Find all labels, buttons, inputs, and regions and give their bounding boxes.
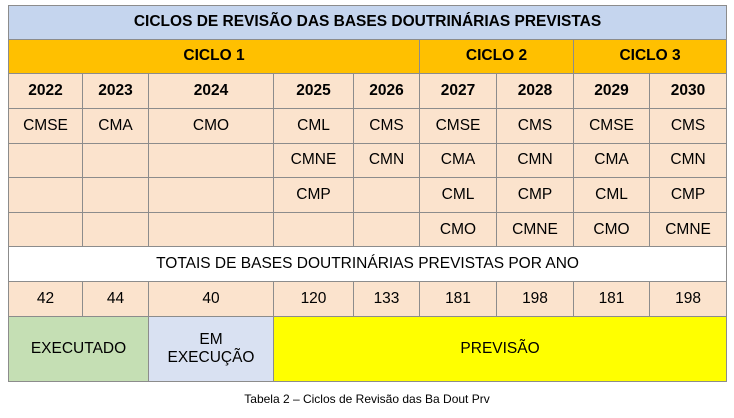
total-cell: 181 [573, 281, 650, 317]
base-cell [148, 177, 274, 213]
base-cell [273, 211, 354, 248]
base-cell: CMS [648, 107, 728, 144]
base-cell: CMA [82, 107, 149, 144]
base-cell: CMN [648, 142, 728, 179]
base-cell [148, 211, 274, 248]
base-cell [82, 211, 149, 248]
base-cell: CMO [419, 211, 497, 248]
year-2022: 2022 [8, 73, 83, 109]
base-cell: CML [273, 107, 354, 144]
base-cell: CML [573, 177, 650, 213]
base-cell [353, 211, 420, 248]
base-cell [82, 142, 149, 179]
status-row: EXECUTADO EM EXECUÇÃO PREVISÃO [8, 315, 728, 383]
year-2025: 2025 [273, 73, 354, 109]
base-cell: CMP [648, 177, 728, 213]
cycle-1-header: CICLO 1 [8, 38, 420, 75]
doctrinal-bases-table: CICLOS DE REVISÃO DAS BASES DOUTRINÁRIAS… [7, 5, 728, 383]
total-cell: 198 [648, 281, 728, 317]
base-cell: CMA [419, 142, 497, 179]
base-cell: CMSE [419, 107, 497, 144]
table-title: CICLOS DE REVISÃO DAS BASES DOUTRINÁRIAS… [7, 5, 728, 40]
year-2028: 2028 [496, 73, 574, 109]
base-cell: CMN [353, 142, 420, 179]
base-cell: CML [419, 177, 497, 213]
table-row: CMNE CMN CMA CMN CMA CMN [8, 142, 728, 179]
base-cell: CMN [496, 142, 574, 179]
total-cell: 42 [8, 281, 83, 317]
base-cell: CMO [573, 211, 650, 248]
base-cell: CMSE [8, 107, 83, 144]
total-cell: 44 [82, 281, 149, 317]
year-2027: 2027 [419, 73, 497, 109]
base-cell [8, 211, 83, 248]
base-cell [353, 177, 420, 213]
table-caption: Tabela 2 – Ciclos de Revisão das Ba Dout… [244, 392, 490, 406]
base-cell: CMNE [273, 142, 354, 179]
total-cell: 198 [496, 281, 574, 317]
base-cell: CMS [353, 107, 420, 144]
table-row: CMO CMNE CMO CMNE [8, 211, 728, 248]
cycle-3-header: CICLO 3 [572, 38, 728, 75]
totals-row: 42 44 40 120 133 181 198 181 198 [8, 281, 728, 317]
status-forecast: PREVISÃO [272, 315, 728, 383]
base-cell: CMP [273, 177, 354, 213]
table-row: CMP CML CMP CML CMP [8, 177, 728, 213]
year-2030: 2030 [648, 73, 728, 109]
year-2029: 2029 [573, 73, 650, 109]
cycle-2-header: CICLO 2 [419, 38, 574, 75]
total-cell: 120 [273, 281, 354, 317]
year-header-row: 2022 2023 2024 2025 2026 2027 2028 2029 … [8, 73, 728, 109]
base-cell [8, 177, 83, 213]
base-cell [8, 142, 83, 179]
base-cell: CMNE [648, 211, 728, 248]
base-cell: CMS [496, 107, 574, 144]
total-cell: 40 [148, 281, 274, 317]
status-in-progress-line1: EM [199, 330, 223, 348]
status-in-progress: EM EXECUÇÃO [148, 315, 274, 383]
base-cell [82, 177, 149, 213]
table-row: CMSE CMA CMO CML CMS CMSE CMS CMSE CMS [8, 107, 728, 144]
year-2026: 2026 [353, 73, 420, 109]
base-cell: CMNE [496, 211, 574, 248]
status-in-progress-line2: EXECUÇÃO [167, 348, 255, 366]
base-cell: CMA [573, 142, 650, 179]
base-cell: CMP [496, 177, 574, 213]
base-cell [148, 142, 274, 179]
total-cell: 133 [353, 281, 420, 317]
totals-label: TOTAIS DE BASES DOUTRINÁRIAS PREVISTAS P… [7, 246, 728, 283]
status-executed: EXECUTADO [8, 315, 149, 383]
base-cell: CMO [148, 107, 274, 144]
year-2023: 2023 [82, 73, 149, 109]
base-cell: CMSE [573, 107, 650, 144]
total-cell: 181 [419, 281, 497, 317]
year-2024: 2024 [148, 73, 274, 109]
